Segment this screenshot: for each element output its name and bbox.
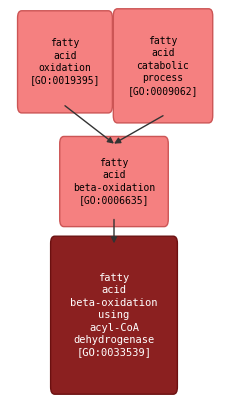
Text: fatty
acid
beta-oxidation
using
acyl-CoA
dehydrogenase
[GO:0033539]: fatty acid beta-oxidation using acyl-CoA… <box>70 273 157 358</box>
Text: fatty
acid
beta-oxidation
[GO:0006635]: fatty acid beta-oxidation [GO:0006635] <box>73 158 154 205</box>
FancyBboxPatch shape <box>17 11 112 113</box>
FancyBboxPatch shape <box>59 136 168 227</box>
FancyBboxPatch shape <box>50 236 177 394</box>
Text: fatty
acid
catabolic
process
[GO:0009062]: fatty acid catabolic process [GO:0009062… <box>127 36 197 96</box>
FancyBboxPatch shape <box>113 9 212 123</box>
Text: fatty
acid
oxidation
[GO:0019395]: fatty acid oxidation [GO:0019395] <box>30 38 100 85</box>
